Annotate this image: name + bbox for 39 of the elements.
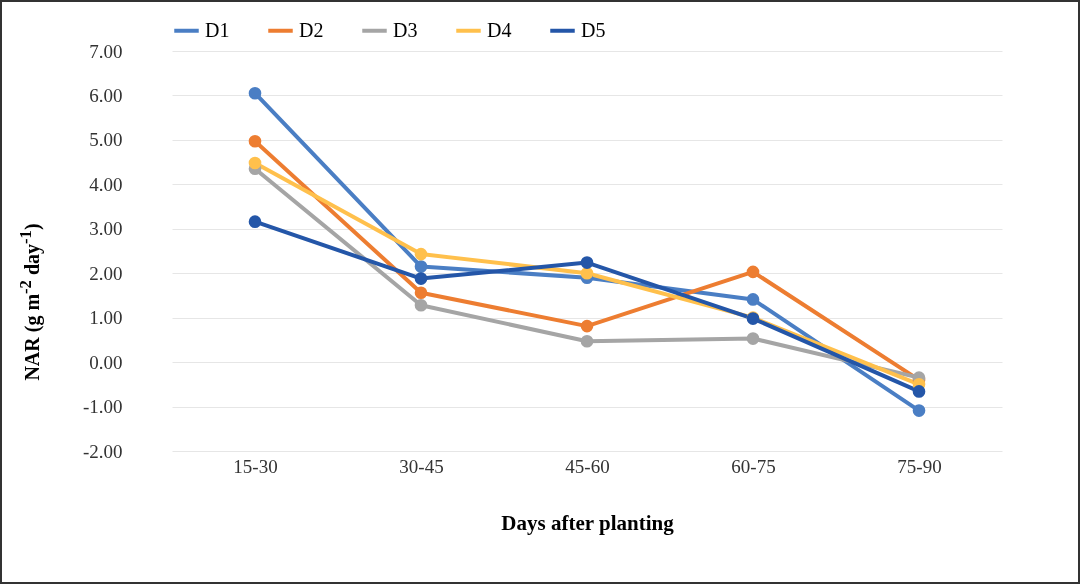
legend-label: D5 [581, 18, 606, 41]
point [746, 332, 760, 345]
point [414, 286, 428, 300]
x-tick-label: 60-75 [731, 455, 776, 477]
point [414, 247, 428, 261]
legend-label: D4 [487, 18, 512, 41]
point [746, 293, 760, 306]
point [912, 385, 926, 398]
x-tick-label: 15-30 [233, 455, 278, 477]
point [580, 256, 594, 269]
x-axis-title: Days after planting [501, 510, 675, 535]
legend-label: D2 [299, 18, 324, 41]
y-tick-label: 0.00 [89, 351, 123, 373]
point [414, 260, 428, 273]
y-tick-label: -2.00 [82, 440, 123, 462]
point [580, 334, 594, 348]
point [248, 86, 262, 100]
y-tick-label: 1.00 [89, 307, 123, 329]
y-tick-label: -1.00 [82, 396, 123, 418]
point [746, 265, 760, 279]
y-tick-label: 5.00 [89, 129, 123, 151]
x-tick-label: 45-60 [565, 455, 610, 477]
point [248, 156, 262, 170]
point [414, 272, 428, 285]
legend-label: D3 [393, 18, 418, 41]
y-tick-label: 3.00 [89, 218, 123, 240]
y-tick-label: 4.00 [89, 173, 123, 195]
point [912, 404, 926, 417]
x-tick-label: 30-45 [399, 455, 444, 477]
point [580, 266, 594, 280]
point [414, 298, 428, 312]
y-tick-label: 6.00 [89, 84, 123, 106]
x-tick-label: 75-90 [897, 455, 942, 477]
y-tick-label: 2.00 [89, 262, 123, 284]
point [580, 319, 594, 333]
legend-label: D1 [205, 18, 230, 41]
point [248, 134, 262, 148]
y-tick-label: 7.00 [89, 40, 123, 62]
point [248, 215, 262, 228]
